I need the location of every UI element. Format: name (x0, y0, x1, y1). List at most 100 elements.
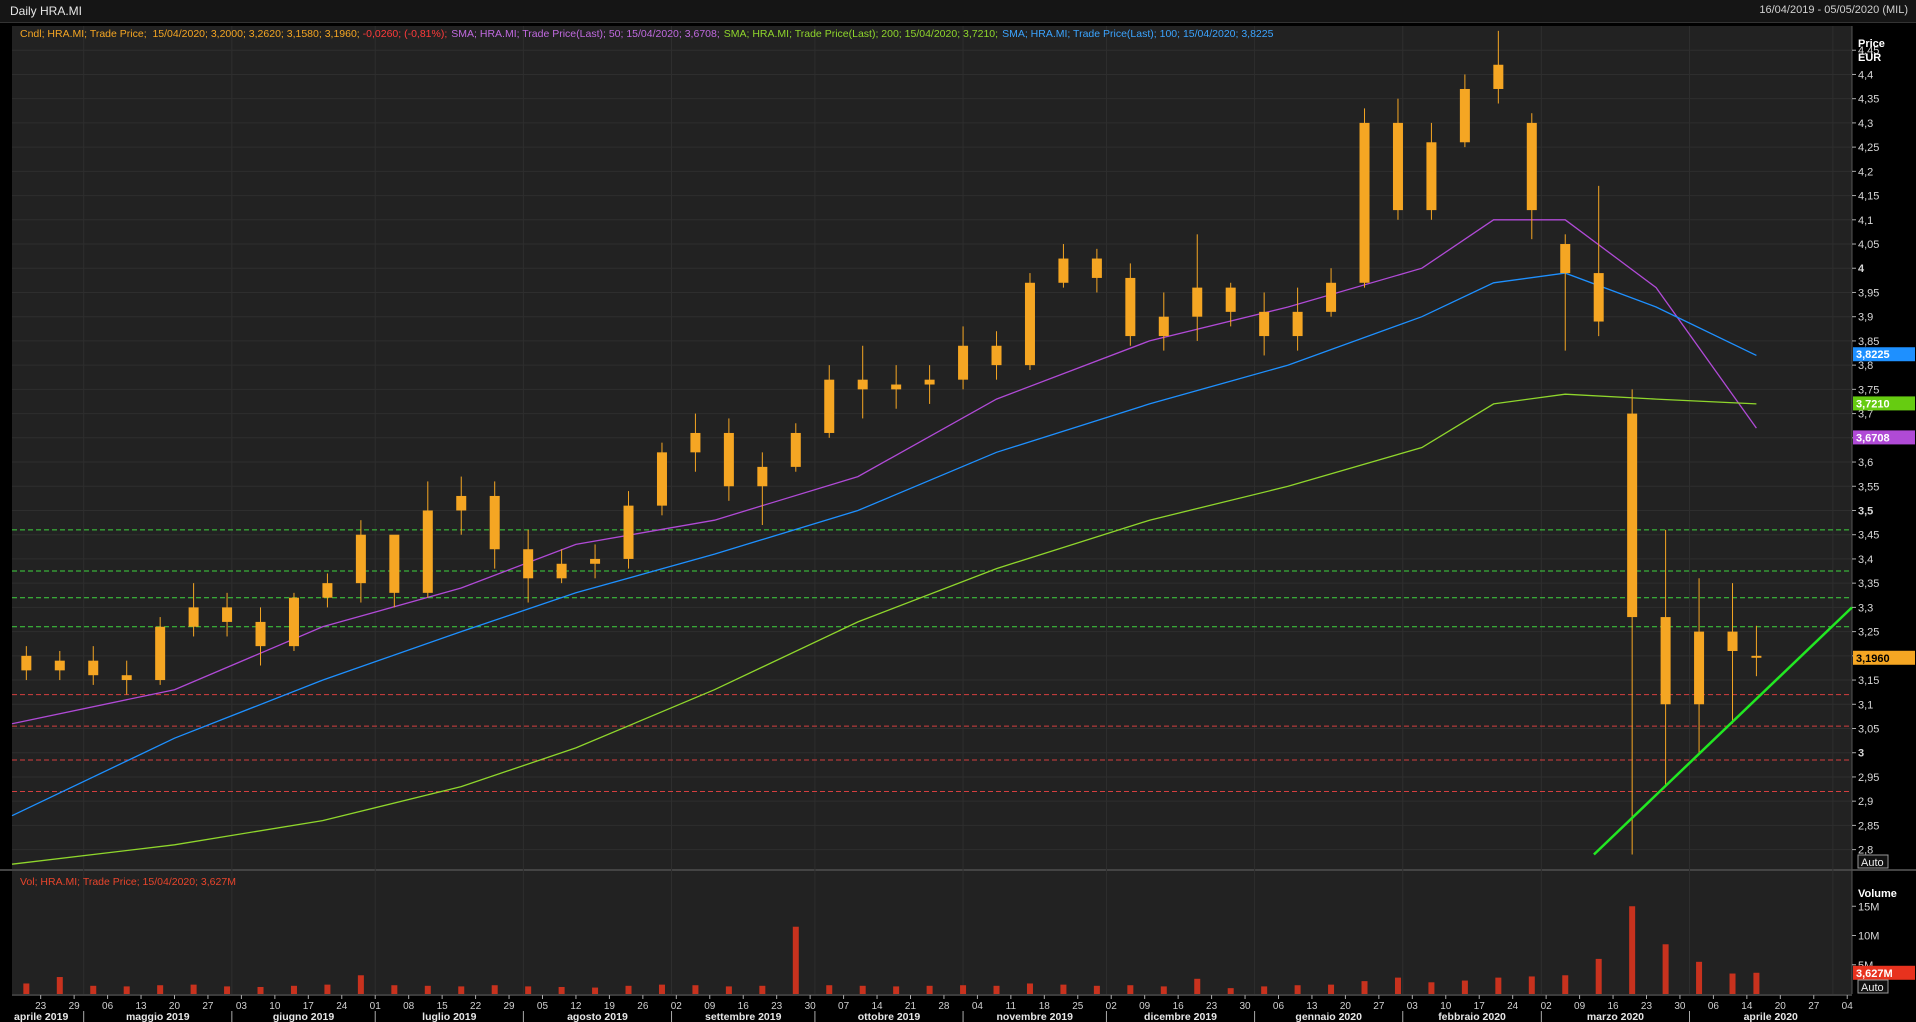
candle-body (1058, 258, 1069, 283)
volume-bar (893, 986, 900, 994)
date-tick-label: 13 (1306, 1001, 1318, 1012)
volume-bar (960, 985, 967, 994)
price-tick-label: 3,95 (1858, 287, 1879, 299)
candle-body (1392, 122, 1403, 211)
candle-body (556, 563, 567, 579)
date-tick-label: 25 (1072, 1001, 1084, 1012)
date-axis-background (0, 995, 1916, 1022)
volume-bar (324, 984, 331, 994)
sma200-badge-label: 3,7210 (1856, 398, 1890, 410)
price-tick-label: 3,5 (1858, 505, 1873, 517)
candle-body (1593, 273, 1604, 322)
legend-sma100: SMA; HRA.MI; Trade Price(Last); 100; 15/… (1002, 28, 1274, 40)
volume-bar (1729, 973, 1736, 994)
date-tick-label: 27 (1808, 1001, 1820, 1012)
date-tick-label: 03 (236, 1001, 248, 1012)
volume-bar (1394, 977, 1401, 994)
date-tick-label: 02 (671, 1001, 683, 1012)
volume-bar (1227, 988, 1234, 994)
date-tick-label: 02 (1541, 1001, 1553, 1012)
volume-bar (458, 986, 465, 994)
price-axis[interactable]: 4,45 4,4 4,35 4,3 4,25 4,2 4,15 4,1 4,05 4 3,95 3,9… (1852, 45, 1879, 857)
date-tick-label: 22 (470, 1001, 482, 1012)
volume-bar (190, 984, 197, 994)
candle-body (1727, 631, 1738, 651)
candle-body (690, 432, 701, 453)
value-badges: 3,8225 3,7210 3,6708 3,1960 3,627M (1853, 347, 1915, 980)
volume-bar (1461, 980, 1468, 994)
volume-bar (1696, 961, 1703, 994)
sma-line-sma100 (11, 272, 1757, 817)
horizontal-levels (12, 529, 1852, 792)
date-tick-label: 06 (102, 1001, 114, 1012)
legend-volume: Vol; HRA.MI; Trade Price; 15/04/2020; 3,… (20, 876, 236, 888)
price-tick-label: 3,7 (1858, 409, 1873, 421)
legend-sma200: SMA; HRA.MI; Trade Price(Last); 200; 15/… (724, 28, 998, 40)
volume-bar (658, 984, 665, 994)
volume-bar (157, 985, 164, 994)
candle-body (757, 466, 768, 487)
volume-bar (123, 986, 130, 994)
sma50-badge-label: 3,6708 (1856, 432, 1890, 444)
price-chart[interactable]: 4,45 4,4 4,35 4,3 4,25 4,2 4,15 4,1 4,05 4 3,95 3,9… (0, 23, 1916, 1022)
date-tick-label: 20 (169, 1001, 181, 1012)
price-tick-label: 3,05 (1858, 724, 1879, 736)
date-tick-label: 06 (1708, 1001, 1720, 1012)
date-tick-label: 12 (570, 1001, 582, 1012)
volume-bar (1595, 958, 1602, 994)
date-tick-label: 10 (269, 1001, 281, 1012)
candle-body (1426, 142, 1437, 211)
volume-bar (1093, 985, 1100, 994)
volume-bar (1160, 986, 1167, 994)
candle-body (1627, 413, 1638, 618)
volume-axis-title: Volume (1858, 888, 1897, 900)
price-tick-label: 2,95 (1858, 772, 1879, 784)
date-tick-label: 16 (1607, 1001, 1619, 1012)
date-tick-label: 23 (771, 1001, 783, 1012)
candle-body (924, 379, 935, 385)
date-tick-label: 20 (1775, 1001, 1787, 1012)
legend-candle: Cndl; HRA.MI; Trade Price; 15/04/2020; 3… (20, 28, 363, 40)
candle-body (1158, 316, 1169, 337)
candle-body (489, 495, 500, 550)
candle-body (891, 384, 902, 390)
volume-bar (926, 985, 933, 994)
volume-bar (1562, 975, 1569, 994)
month-label: gennaio 2020 (1295, 1011, 1362, 1022)
price-tick-label: 4,2 (1858, 166, 1873, 178)
candle-body (222, 607, 233, 622)
month-label: novembre 2019 (997, 1011, 1074, 1022)
price-auto-button[interactable] (1857, 854, 1889, 869)
price-tick-label: 4 (1858, 263, 1865, 275)
price-tick-label: 2,85 (1858, 820, 1879, 832)
volume-bar (725, 986, 732, 994)
volume-auto-button[interactable] (1857, 979, 1889, 994)
candle-body (991, 345, 1002, 366)
price-axis-title: Price (1858, 38, 1885, 50)
date-tick-label: 09 (1139, 1001, 1151, 1012)
candle-body (355, 534, 366, 584)
date-tick-label: 30 (805, 1001, 817, 1012)
date-axis[interactable]: 23 29 06 13 20 27 03 10 17 24 01 08 15 22 29 05 12 19 26 02… (0, 994, 1916, 1022)
trendline[interactable] (1593, 606, 1853, 856)
price-axis-unit: EUR (1858, 52, 1881, 64)
date-tick-label: 23 (1641, 1001, 1653, 1012)
price-tick-label: 3,85 (1858, 336, 1879, 348)
price-tick-label: 3,8 (1858, 360, 1873, 372)
candle-body (1751, 655, 1762, 658)
volume-bar (491, 985, 498, 994)
candle-body (121, 675, 132, 681)
date-tick-label: 17 (303, 1001, 315, 1012)
volume-bar (525, 986, 532, 994)
candle-body (1292, 311, 1303, 337)
date-tick-label: 11 (1006, 1001, 1017, 1012)
volume-bar (592, 987, 599, 994)
date-tick-label: 08 (403, 1001, 415, 1012)
month-label: febbraio 2020 (1438, 1011, 1506, 1022)
candle-body (1091, 258, 1102, 278)
date-tick-label: 17 (1474, 1001, 1486, 1012)
candle-body (456, 495, 467, 511)
candle-body (1259, 311, 1270, 337)
price-tick-label: 3,9 (1858, 312, 1873, 324)
candle-body (623, 505, 634, 559)
